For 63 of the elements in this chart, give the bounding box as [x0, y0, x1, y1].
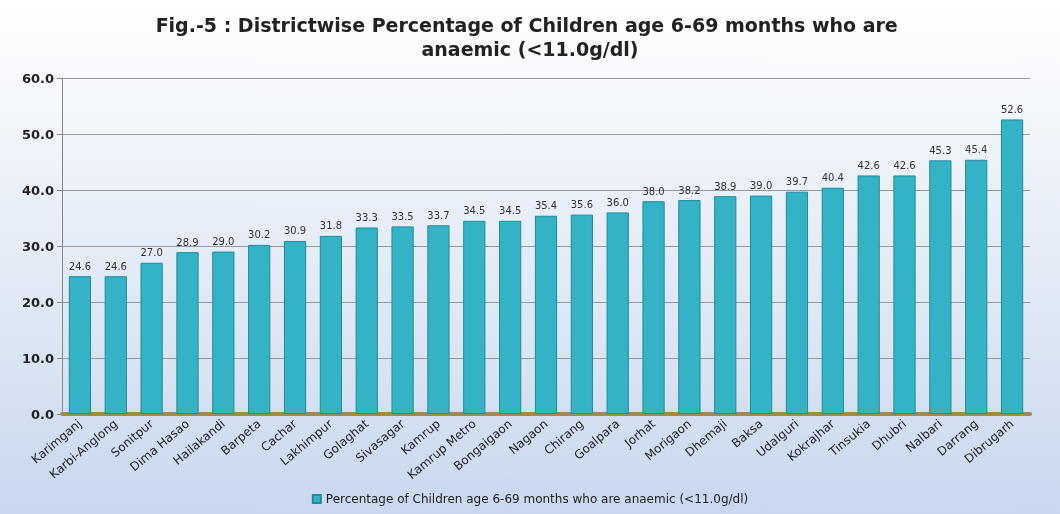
- bar: [785, 191, 809, 414]
- data-label: 36.0: [606, 196, 629, 208]
- y-tick-label: 20.0: [21, 294, 54, 310]
- bar: [463, 220, 486, 414]
- bar: [893, 175, 916, 414]
- bar: [821, 187, 844, 414]
- bar: [140, 262, 163, 414]
- data-label: 33.7: [427, 209, 450, 221]
- bar: [1000, 119, 1024, 414]
- bar: [929, 160, 952, 414]
- data-label: 35.6: [570, 199, 593, 211]
- data-label: 31.8: [319, 220, 343, 232]
- bar: [606, 212, 629, 414]
- data-label: 35.4: [534, 200, 558, 212]
- bar: [534, 215, 558, 414]
- bar: [104, 276, 127, 414]
- data-label: 42.6: [893, 159, 916, 171]
- data-label: 40.4: [821, 172, 844, 184]
- data-label: 52.6: [1000, 103, 1024, 115]
- bar: [283, 240, 307, 414]
- bar: [176, 252, 199, 414]
- data-label: 45.4: [965, 144, 988, 156]
- chart-title: Fig.-5 : Districtwise Percentage of Children age 6-69 months who are anaemic (<11.0g/dl): [155, 14, 905, 60]
- bar: [391, 226, 414, 414]
- y-tick-label: 40.0: [21, 182, 54, 198]
- bar: [750, 195, 773, 414]
- data-label: 34.5: [463, 205, 486, 217]
- data-label: 24.6: [104, 260, 127, 272]
- data-label: 39.7: [785, 176, 809, 188]
- y-tick-label: 50.0: [21, 126, 54, 142]
- data-label: 33.3: [355, 212, 378, 224]
- y-tick-label: 30.0: [21, 238, 54, 254]
- data-label: 33.5: [391, 210, 414, 222]
- y-tick-label: 0.0: [30, 406, 54, 422]
- y-tick-label: 60.0: [21, 70, 54, 86]
- data-label: 27.0: [140, 247, 163, 259]
- data-label: 45.3: [929, 144, 952, 156]
- bar: [965, 159, 988, 414]
- bar: [248, 244, 271, 414]
- y-tick-label: 10.0: [21, 350, 54, 366]
- data-label: 28.9: [176, 236, 199, 248]
- data-label: 29.0: [212, 236, 235, 248]
- data-label: 38.9: [714, 180, 737, 192]
- bar: [427, 225, 450, 414]
- bar: [68, 276, 92, 414]
- data-label: 42.6: [857, 159, 880, 171]
- data-label: 38.2: [678, 184, 701, 196]
- bar: [212, 251, 235, 414]
- bar: [714, 196, 737, 414]
- bar: [499, 220, 522, 414]
- data-label: 30.2: [248, 229, 271, 241]
- bar: [570, 214, 593, 414]
- bar: [857, 175, 880, 414]
- data-label: 38.0: [642, 185, 665, 197]
- data-label: 34.5: [499, 205, 522, 217]
- bar: [642, 201, 665, 414]
- data-label: 30.9: [283, 225, 307, 237]
- data-label: 24.6: [68, 260, 92, 272]
- legend-label: Percentage of Children age 6-69 months who are anaemic (<11.0g/dl): [325, 492, 749, 506]
- bar: [319, 235, 342, 414]
- bar: [678, 200, 701, 414]
- data-label: 39.0: [749, 180, 773, 192]
- bar: [355, 227, 378, 414]
